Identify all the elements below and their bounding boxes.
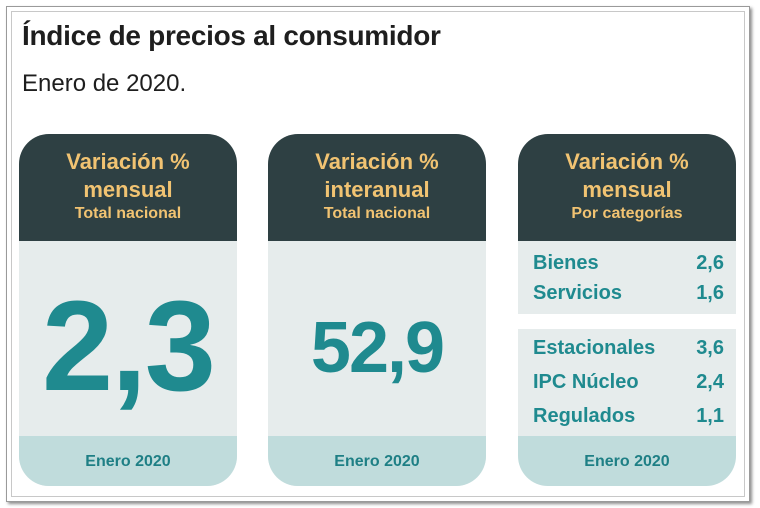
category-row: Servicios 1,6: [533, 278, 724, 308]
category-name: Servicios: [533, 282, 622, 304]
category-name: IPC Núcleo: [533, 371, 639, 393]
card-heading-line2: mensual: [582, 177, 672, 202]
category-row: Regulados 1,1: [533, 401, 724, 431]
card-heading-subtitle: Total nacional: [74, 205, 182, 222]
category-name: Estacionales: [533, 337, 656, 359]
infographic-frame: Índice de precios al consumidor Enero de…: [6, 6, 750, 502]
card-heading-line1: Variación %: [565, 149, 689, 174]
category-value: 1,6: [696, 282, 724, 304]
category-name: Regulados: [533, 405, 636, 427]
card-footer-date: Enero 2020: [268, 436, 486, 486]
category-name: Bienes: [533, 252, 599, 274]
category-group-components: Estacionales 3,6 IPC Núcleo 2,4 Regulado…: [518, 329, 736, 436]
card-header: Variación % mensual Total nacional: [19, 134, 237, 241]
category-value: 2,4: [696, 371, 724, 393]
infographic-inner-border: Índice de precios al consumidor Enero de…: [11, 11, 745, 497]
card-heading-line2: mensual: [83, 177, 173, 202]
page-title: Índice de precios al consumidor: [22, 20, 441, 51]
card-heading-subtitle: Total nacional: [323, 205, 431, 222]
category-value: 2,6: [696, 252, 724, 274]
page-subtitle: Enero de 2020.: [22, 70, 187, 97]
yearly-variation-value: 52,9: [310, 308, 445, 388]
card-footer-date: Enero 2020: [518, 436, 736, 486]
category-value: 3,6: [696, 337, 724, 359]
card-heading-subtitle: Por categorías: [571, 205, 683, 222]
category-row: Bienes 2,6: [533, 248, 724, 278]
card-heading-line2: interanual: [324, 177, 430, 202]
category-row: IPC Núcleo 2,4: [533, 367, 724, 397]
monthly-variation-value: 2,3: [42, 275, 216, 418]
card-yearly-variation: Variación % interanual Total nacional 52…: [268, 134, 486, 486]
card-monthly-variation: Variación % mensual Total nacional 2,3 E…: [19, 134, 237, 486]
category-group-goods-services: Bienes 2,6 Servicios 1,6: [518, 241, 736, 314]
category-row: Estacionales 3,6: [533, 333, 724, 363]
card-category-variation: Variación % mensual Por categorías Biene…: [518, 134, 736, 486]
card-footer-date: Enero 2020: [19, 436, 237, 486]
category-value: 1,1: [696, 405, 724, 427]
card-header: Variación % mensual Por categorías: [518, 134, 736, 241]
card-header: Variación % interanual Total nacional: [268, 134, 486, 241]
card-heading-line1: Variación %: [66, 149, 190, 174]
card-heading-line1: Variación %: [315, 149, 439, 174]
